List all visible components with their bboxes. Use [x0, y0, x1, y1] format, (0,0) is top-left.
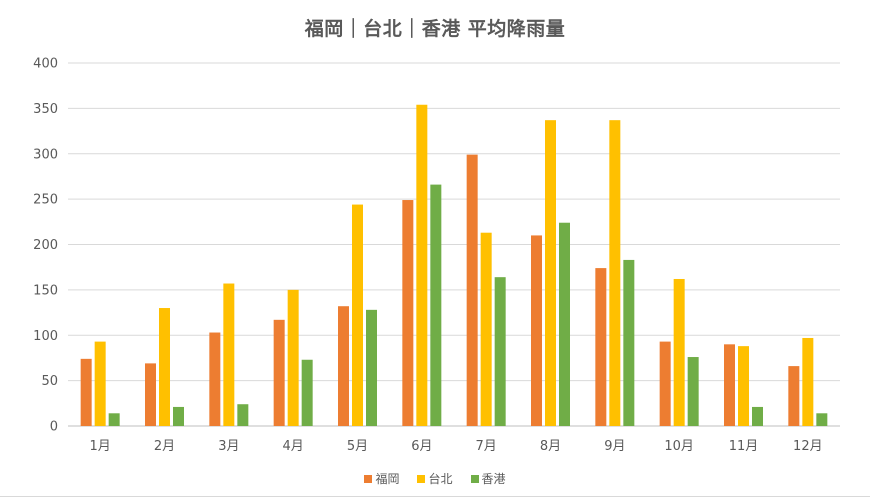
y-tick-label: 250	[33, 193, 58, 208]
x-tick-label: 5月	[347, 439, 368, 454]
bar	[752, 406, 763, 426]
chart-title: 福岡｜台北｜香港 平均降雨量	[304, 18, 566, 40]
bars	[80, 104, 828, 427]
bar	[173, 406, 184, 426]
bar	[623, 259, 635, 426]
y-tick-label: 100	[33, 329, 58, 344]
bar	[416, 104, 428, 427]
bar	[209, 332, 221, 426]
x-tick-label: 12月	[793, 439, 823, 454]
x-tick-label: 2月	[154, 439, 175, 454]
bar	[237, 404, 249, 426]
bottom-divider	[0, 496, 870, 497]
x-tick-label: 7月	[476, 439, 497, 454]
bar	[108, 413, 120, 426]
legend-swatch	[364, 474, 373, 483]
y-tick-label: 150	[33, 283, 58, 298]
legend-label: 香港	[481, 472, 506, 486]
x-tick-label: 10月	[664, 439, 694, 454]
bar	[466, 154, 478, 426]
bar	[788, 366, 800, 426]
y-tick-label: 200	[33, 238, 58, 253]
bar	[338, 306, 349, 426]
y-tick-label: 350	[33, 102, 58, 117]
legend: 福岡 台北 香港	[0, 470, 870, 487]
bar	[595, 268, 607, 426]
legend-label: 台北	[428, 472, 453, 486]
y-axis-ticks: 0 50 100 150 200 250 300 350 400	[33, 57, 58, 435]
bar	[480, 232, 492, 426]
bar	[673, 278, 685, 426]
legend-swatch	[470, 474, 479, 483]
legend-label: 福岡	[375, 472, 400, 486]
x-axis-ticks: 1月 2月 3月 4月 5月 6月 7月 8月 9月 10月 11月 12月	[90, 439, 823, 454]
x-tick-label: 11月	[729, 439, 759, 454]
bar	[816, 413, 828, 426]
legend-item: 香港	[470, 470, 506, 487]
bar	[80, 358, 92, 426]
bar	[301, 359, 313, 426]
y-tick-label: 400	[33, 57, 58, 72]
bar	[273, 319, 285, 426]
bar	[609, 120, 621, 427]
gridlines	[68, 62, 840, 427]
bar	[659, 341, 671, 426]
bar	[223, 283, 235, 426]
bar	[366, 309, 377, 426]
legend-item: 台北	[417, 470, 453, 487]
bar	[159, 308, 170, 426]
bar	[430, 184, 442, 426]
bar	[545, 120, 556, 427]
bar	[494, 277, 506, 426]
bar	[724, 344, 735, 426]
bar	[287, 289, 299, 426]
legend-swatch	[417, 474, 426, 483]
bar	[687, 357, 699, 426]
bar	[402, 200, 414, 426]
bar	[531, 235, 542, 426]
legend-item: 福岡	[364, 470, 399, 487]
bar	[559, 222, 570, 426]
bar	[145, 363, 156, 426]
bar	[352, 204, 363, 426]
x-tick-label: 3月	[218, 439, 239, 454]
x-tick-label: 6月	[411, 439, 432, 454]
x-tick-label: 1月	[90, 439, 111, 454]
y-tick-label: 0	[50, 420, 58, 435]
x-tick-label: 9月	[604, 439, 625, 454]
y-tick-label: 50	[41, 374, 58, 389]
y-tick-label: 300	[33, 147, 58, 162]
bar	[802, 337, 814, 426]
bar	[738, 346, 749, 426]
x-tick-label: 4月	[283, 439, 304, 454]
x-tick-label: 8月	[540, 439, 561, 454]
bar	[94, 341, 106, 426]
